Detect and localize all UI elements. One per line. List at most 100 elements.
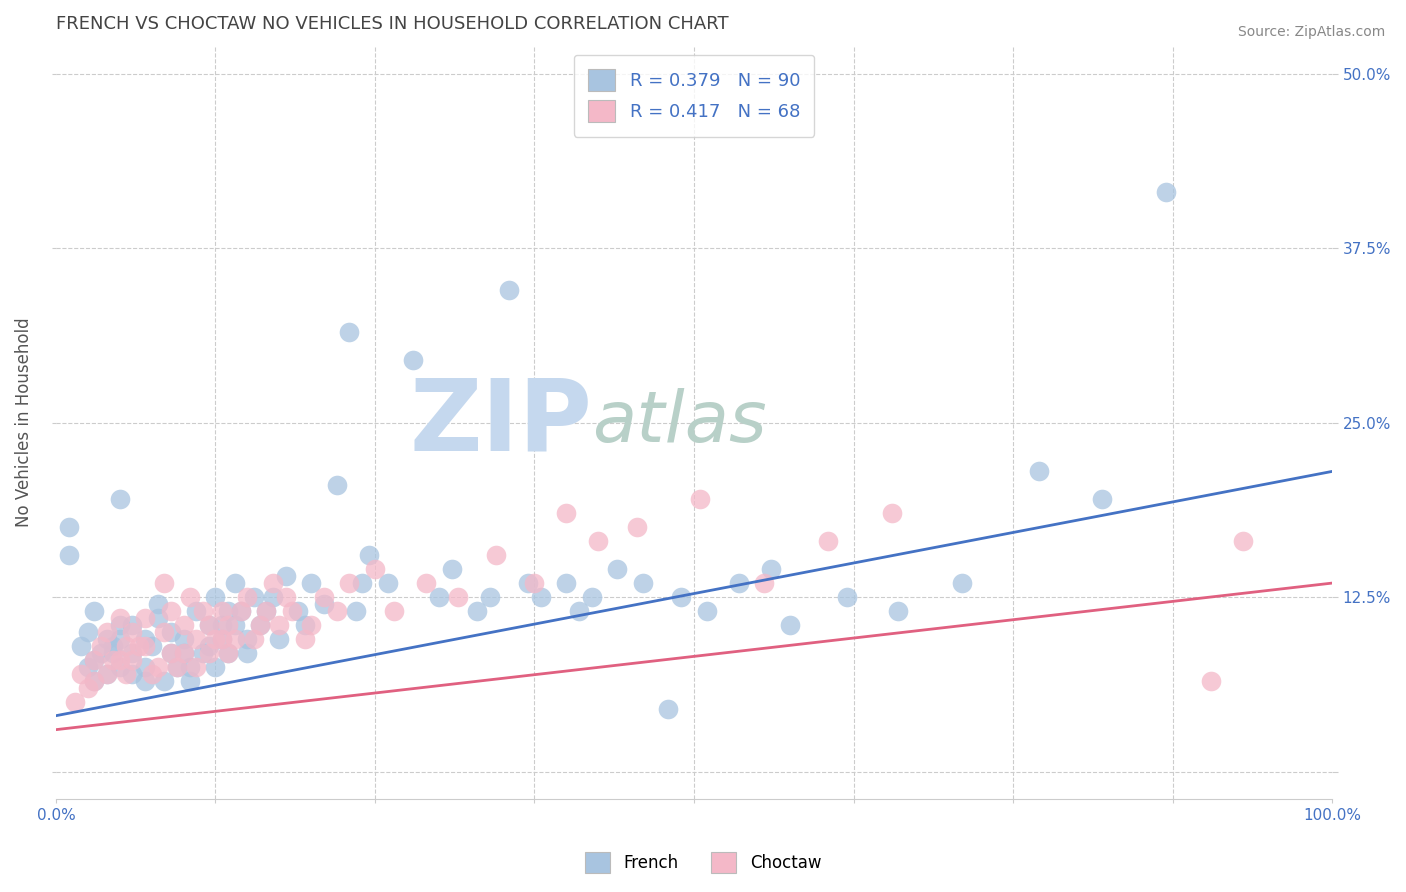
Point — [555, 576, 578, 591]
Point — [224, 576, 246, 591]
Point — [191, 646, 214, 660]
Point — [83, 653, 105, 667]
Point — [108, 618, 131, 632]
Point — [121, 666, 143, 681]
Point — [128, 639, 150, 653]
Point — [211, 618, 233, 632]
Point — [198, 618, 221, 632]
Point — [191, 604, 214, 618]
Point — [204, 590, 226, 604]
Point — [115, 639, 138, 653]
Point — [103, 639, 125, 653]
Point — [242, 632, 264, 646]
Point — [1199, 673, 1222, 688]
Point — [90, 639, 112, 653]
Point — [103, 653, 125, 667]
Point — [269, 618, 291, 632]
Point — [555, 506, 578, 520]
Point — [179, 590, 201, 604]
Point — [249, 618, 271, 632]
Point — [108, 492, 131, 507]
Point — [217, 604, 239, 618]
Point — [83, 604, 105, 618]
Point — [498, 283, 520, 297]
Point — [312, 597, 335, 611]
Point — [1154, 186, 1177, 200]
Point — [83, 653, 105, 667]
Point — [179, 660, 201, 674]
Point — [880, 506, 903, 520]
Point — [759, 562, 782, 576]
Point — [153, 624, 176, 639]
Point — [96, 632, 118, 646]
Point — [325, 478, 347, 492]
Point — [153, 673, 176, 688]
Point — [779, 618, 801, 632]
Point — [581, 590, 603, 604]
Text: Source: ZipAtlas.com: Source: ZipAtlas.com — [1237, 25, 1385, 39]
Point — [58, 520, 80, 534]
Point — [631, 576, 654, 591]
Point — [134, 632, 156, 646]
Point — [626, 520, 648, 534]
Point — [523, 576, 546, 591]
Point — [465, 604, 488, 618]
Point — [1028, 464, 1050, 478]
Point — [357, 548, 380, 562]
Point — [1232, 534, 1254, 549]
Point — [447, 590, 470, 604]
Point — [159, 604, 181, 618]
Point — [166, 660, 188, 674]
Point — [236, 590, 259, 604]
Point — [689, 492, 711, 507]
Point — [817, 534, 839, 549]
Point — [339, 576, 361, 591]
Point — [159, 646, 181, 660]
Text: ZIP: ZIP — [409, 374, 592, 471]
Point — [696, 604, 718, 618]
Point — [352, 576, 374, 591]
Point — [440, 562, 463, 576]
Point — [339, 325, 361, 339]
Point — [96, 666, 118, 681]
Point — [657, 702, 679, 716]
Point — [96, 624, 118, 639]
Point — [211, 632, 233, 646]
Point — [146, 660, 169, 674]
Point — [294, 632, 316, 646]
Point — [236, 632, 259, 646]
Point — [173, 632, 195, 646]
Point — [186, 660, 208, 674]
Point — [121, 618, 143, 632]
Point — [256, 604, 278, 618]
Point — [256, 604, 278, 618]
Point — [299, 618, 322, 632]
Point — [134, 611, 156, 625]
Point — [70, 666, 93, 681]
Point — [173, 646, 195, 660]
Point — [70, 639, 93, 653]
Point — [1091, 492, 1114, 507]
Point — [325, 604, 347, 618]
Point — [153, 576, 176, 591]
Point — [294, 618, 316, 632]
Point — [754, 576, 776, 591]
Point — [83, 673, 105, 688]
Point — [103, 646, 125, 660]
Point — [402, 352, 425, 367]
Point — [76, 624, 98, 639]
Point — [134, 660, 156, 674]
Point — [530, 590, 553, 604]
Point — [108, 653, 131, 667]
Point — [517, 576, 540, 591]
Point — [204, 632, 226, 646]
Point — [96, 666, 118, 681]
Point — [377, 576, 399, 591]
Point — [415, 576, 437, 591]
Point — [671, 590, 693, 604]
Legend: R = 0.379   N = 90, R = 0.417   N = 68: R = 0.379 N = 90, R = 0.417 N = 68 — [574, 54, 814, 136]
Point — [249, 618, 271, 632]
Point — [262, 576, 284, 591]
Point — [229, 604, 252, 618]
Point — [269, 632, 291, 646]
